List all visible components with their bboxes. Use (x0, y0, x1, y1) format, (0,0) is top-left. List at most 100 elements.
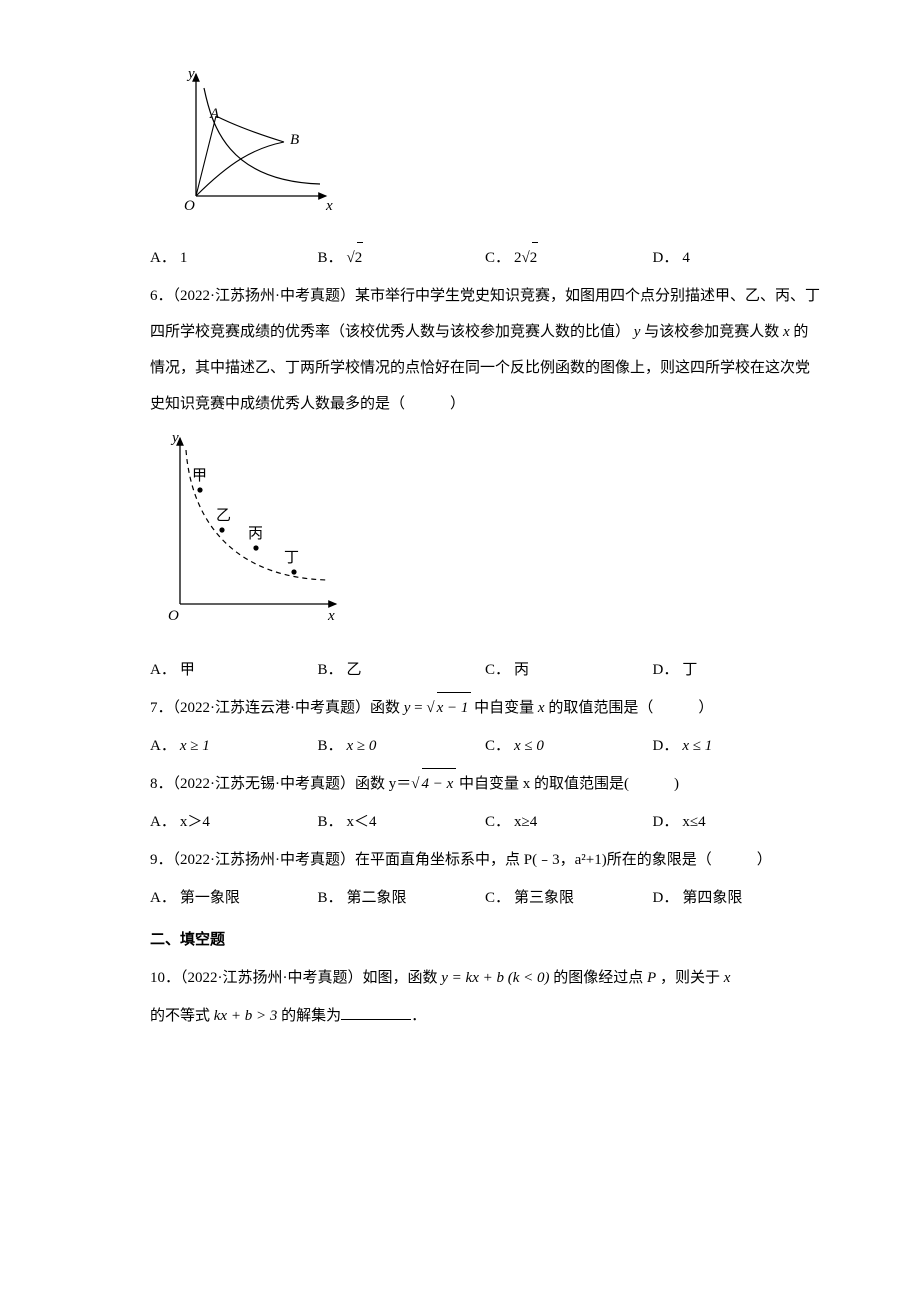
q7-option-a: A．x ≥ 1 (150, 728, 318, 764)
opt-label: B． (318, 804, 343, 840)
opt-label: A． (150, 880, 176, 916)
svg-text:甲: 甲 (192, 468, 207, 484)
opt-label: C． (485, 804, 510, 840)
q9-option-c: C．第三象限 (485, 880, 653, 916)
q7-option-d: D．x ≤ 1 (653, 728, 821, 764)
q6-options: A．甲 B．乙 C．丙 D．丁 (150, 652, 820, 688)
q5-option-a: A． 1 (150, 240, 318, 276)
q7-text: 7．（2022·江苏连云港·中考真题）函数 y = √x − 1 中自变量 x … (150, 690, 820, 726)
q9-text: 9．（2022·江苏扬州·中考真题）在平面直角坐标系中，点 P(﹣3，a²+1)… (150, 842, 820, 878)
opt-value: 第三象限 (514, 880, 574, 916)
opt-label: D． (653, 880, 679, 916)
q8-suffix: 中自变量 x 的取值范围是( ) (455, 776, 679, 792)
q10-ineq: kx + b > 3 (214, 1008, 278, 1024)
opt-value: x≥4 (514, 804, 537, 840)
opt-label: D． (653, 652, 679, 688)
q7-options: A．x ≥ 1 B．x ≥ 0 C．x ≤ 0 D．x ≤ 1 (150, 728, 820, 764)
q7-sqrt: √x − 1 (426, 690, 470, 726)
opt-label: C． (485, 728, 510, 764)
opt-label: B． (318, 880, 343, 916)
q5-option-c: C． 2√2 (485, 240, 653, 276)
q10-p: P (647, 970, 656, 986)
opt-value: 丙 (514, 652, 529, 688)
answer-blank (341, 1005, 411, 1020)
q10-l2b: 的解集为 (277, 1008, 341, 1024)
q7-eq: = (410, 700, 426, 716)
q10-x: x (724, 970, 731, 986)
q6-mid1: 与该校参加竞赛人数 (640, 324, 783, 340)
q10-mid2: ，则关于 (656, 970, 724, 986)
opt-label: B． (318, 728, 343, 764)
q6-x: x (783, 324, 790, 340)
q10-func: y = kx + b (k < 0) (441, 970, 549, 986)
opt-value: 1 (180, 240, 188, 276)
q6-text: 6．（2022·江苏扬州·中考真题）某市举行中学生党史知识竞赛，如图用四个点分别… (150, 278, 820, 422)
opt-label: D． (653, 728, 679, 764)
q5-options: A． 1 B． √2 C． 2√2 D． 4 (150, 240, 820, 276)
q8-option-d: D．x≤4 (653, 804, 821, 840)
q7-x: x (538, 700, 545, 716)
q10-period: ． (411, 1008, 426, 1024)
q6-option-a: A．甲 (150, 652, 318, 688)
q5-option-d: D． 4 (653, 240, 821, 276)
graph-svg: 甲 乙 丙 丁 y x O (150, 428, 350, 628)
q6-figure: 甲 乙 丙 丁 y x O (150, 428, 820, 642)
opt-value: 第四象限 (682, 880, 742, 916)
opt-value: x≤4 (682, 804, 705, 840)
q8-sqrt: √4 − x (411, 766, 455, 802)
opt-label: D． (653, 240, 679, 276)
q7-suffix2: 的取值范围是（ ） (545, 700, 714, 716)
opt-label: A． (150, 728, 176, 764)
opt-label: A． (150, 240, 176, 276)
q9-option-a: A．第一象限 (150, 880, 318, 916)
svg-text:y: y (170, 430, 179, 446)
q8-option-b: B．x＜4 (318, 804, 486, 840)
q8-option-c: C．x≥4 (485, 804, 653, 840)
opt-label: C． (485, 240, 510, 276)
opt-label: C． (485, 880, 510, 916)
opt-label: D． (653, 804, 679, 840)
opt-value-sqrt: √2 (522, 240, 538, 276)
svg-text:O: O (168, 608, 179, 624)
opt-label: B． (318, 240, 343, 276)
opt-value: x ≤ 1 (682, 728, 712, 764)
svg-text:x: x (325, 198, 333, 214)
q10-line2: 的不等式 kx + b > 3 的解集为 ． (150, 998, 820, 1034)
q8-prefix: 8．（2022·江苏无锡·中考真题）函数 y＝ (150, 776, 411, 792)
q7-suffix: 中自变量 (470, 700, 538, 716)
q6-option-d: D．丁 (653, 652, 821, 688)
q5-option-b: B． √2 (318, 240, 486, 276)
opt-value: x ≥ 0 (347, 728, 377, 764)
svg-text:x: x (327, 608, 335, 624)
q7-option-c: C．x ≤ 0 (485, 728, 653, 764)
opt-label: A． (150, 652, 176, 688)
opt-value: x＜4 (347, 804, 377, 840)
opt-value-prefix: 2 (514, 240, 522, 276)
q10-mid: 的图像经过点 (550, 970, 648, 986)
svg-text:O: O (184, 198, 195, 214)
svg-text:y: y (186, 66, 195, 82)
opt-value: 第一象限 (180, 880, 240, 916)
opt-value: x ≤ 0 (514, 728, 544, 764)
opt-label: B． (318, 652, 343, 688)
section-2-title: 二、填空题 (150, 922, 820, 958)
opt-label: C． (485, 652, 510, 688)
opt-value: 甲 (180, 652, 195, 688)
q7-option-b: B．x ≥ 0 (318, 728, 486, 764)
q9-options: A．第一象限 B．第二象限 C．第三象限 D．第四象限 (150, 880, 820, 916)
q9-option-b: B．第二象限 (318, 880, 486, 916)
opt-value: 第二象限 (347, 880, 407, 916)
opt-value: x ≥ 1 (180, 728, 210, 764)
opt-value: 4 (682, 240, 690, 276)
q8-options: A．x＞4 B．x＜4 C．x≥4 D．x≤4 (150, 804, 820, 840)
q9-option-d: D．第四象限 (653, 880, 821, 916)
q8-text: 8．（2022·江苏无锡·中考真题）函数 y＝√4 − x 中自变量 x 的取值… (150, 766, 820, 802)
opt-value: x＞4 (180, 804, 210, 840)
q10-l2a: 的不等式 (150, 1008, 214, 1024)
q6-option-c: C．丙 (485, 652, 653, 688)
svg-text:B: B (290, 132, 299, 148)
q10-prefix: 10．（2022·江苏扬州·中考真题）如图，函数 (150, 970, 441, 986)
q10-text: 10．（2022·江苏扬州·中考真题）如图，函数 y = kx + b (k <… (150, 960, 820, 996)
q5-figure: A B y x O (150, 66, 820, 230)
q7-prefix: 7．（2022·江苏连云港·中考真题）函数 (150, 700, 404, 716)
